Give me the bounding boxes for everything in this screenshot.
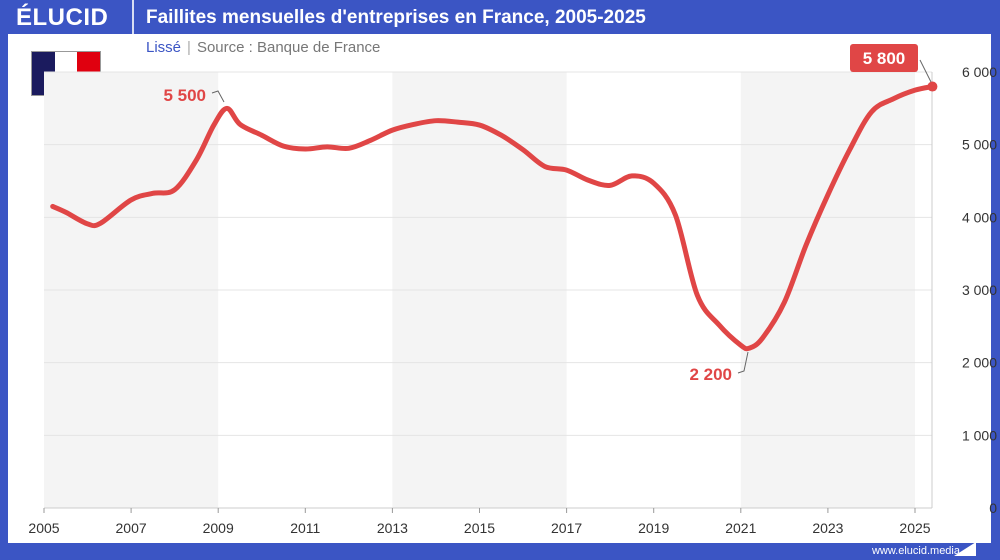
footer-url[interactable]: www.elucid.media	[871, 545, 960, 557]
chart-title: Faillites mensuelles d'entreprises en Fr…	[146, 7, 646, 28]
x-tick-label: 2013	[377, 520, 408, 536]
x-tick-label: 2009	[203, 520, 234, 536]
annotation-leader	[737, 351, 749, 374]
x-tick-label: 2015	[464, 520, 495, 536]
y-tick-label: 3 000	[962, 282, 997, 298]
source-label: Source : Banque de France	[196, 39, 381, 56]
subtitle: Lissé | Source : Banque de France	[146, 39, 380, 56]
header-divider	[132, 0, 134, 34]
series-line	[50, 84, 935, 352]
x-tick-label: 2025	[899, 520, 930, 536]
x-tick-label: 2005	[28, 520, 59, 536]
annotation-peak-2009: 5 500	[163, 86, 206, 105]
annotation-leader	[211, 90, 225, 103]
x-tick-label: 2019	[638, 520, 669, 536]
smoothing-label: Lissé	[146, 39, 182, 56]
x-tick-label: 2021	[725, 520, 756, 536]
x-tick-label: 2007	[116, 520, 147, 536]
y-tick-label: 1 000	[962, 427, 997, 443]
y-tick-label: 5 000	[962, 137, 997, 153]
elucid-mark-icon	[954, 542, 976, 556]
y-tick-label: 6 000	[962, 64, 997, 80]
annotation-leader	[919, 59, 933, 85]
x-tick-label: 2023	[812, 520, 843, 536]
header: ÉLUCID Faillites mensuelles d'entreprise…	[0, 0, 1000, 34]
x-tick-label: 2017	[551, 520, 582, 536]
x-tick-label: 2011	[290, 520, 320, 536]
y-tick-label: 4 000	[962, 209, 997, 225]
annotation-low-2021: 2 200	[689, 365, 732, 384]
y-tick-label: 2 000	[962, 355, 997, 371]
annotation-last-value: 5 800	[863, 49, 906, 68]
subtitle-separator: |	[187, 39, 191, 56]
last-point-marker	[927, 81, 938, 92]
y-tick-label: 0	[989, 500, 997, 516]
annotation-box	[850, 44, 918, 72]
elucid-logo: ÉLUCID	[16, 4, 109, 31]
